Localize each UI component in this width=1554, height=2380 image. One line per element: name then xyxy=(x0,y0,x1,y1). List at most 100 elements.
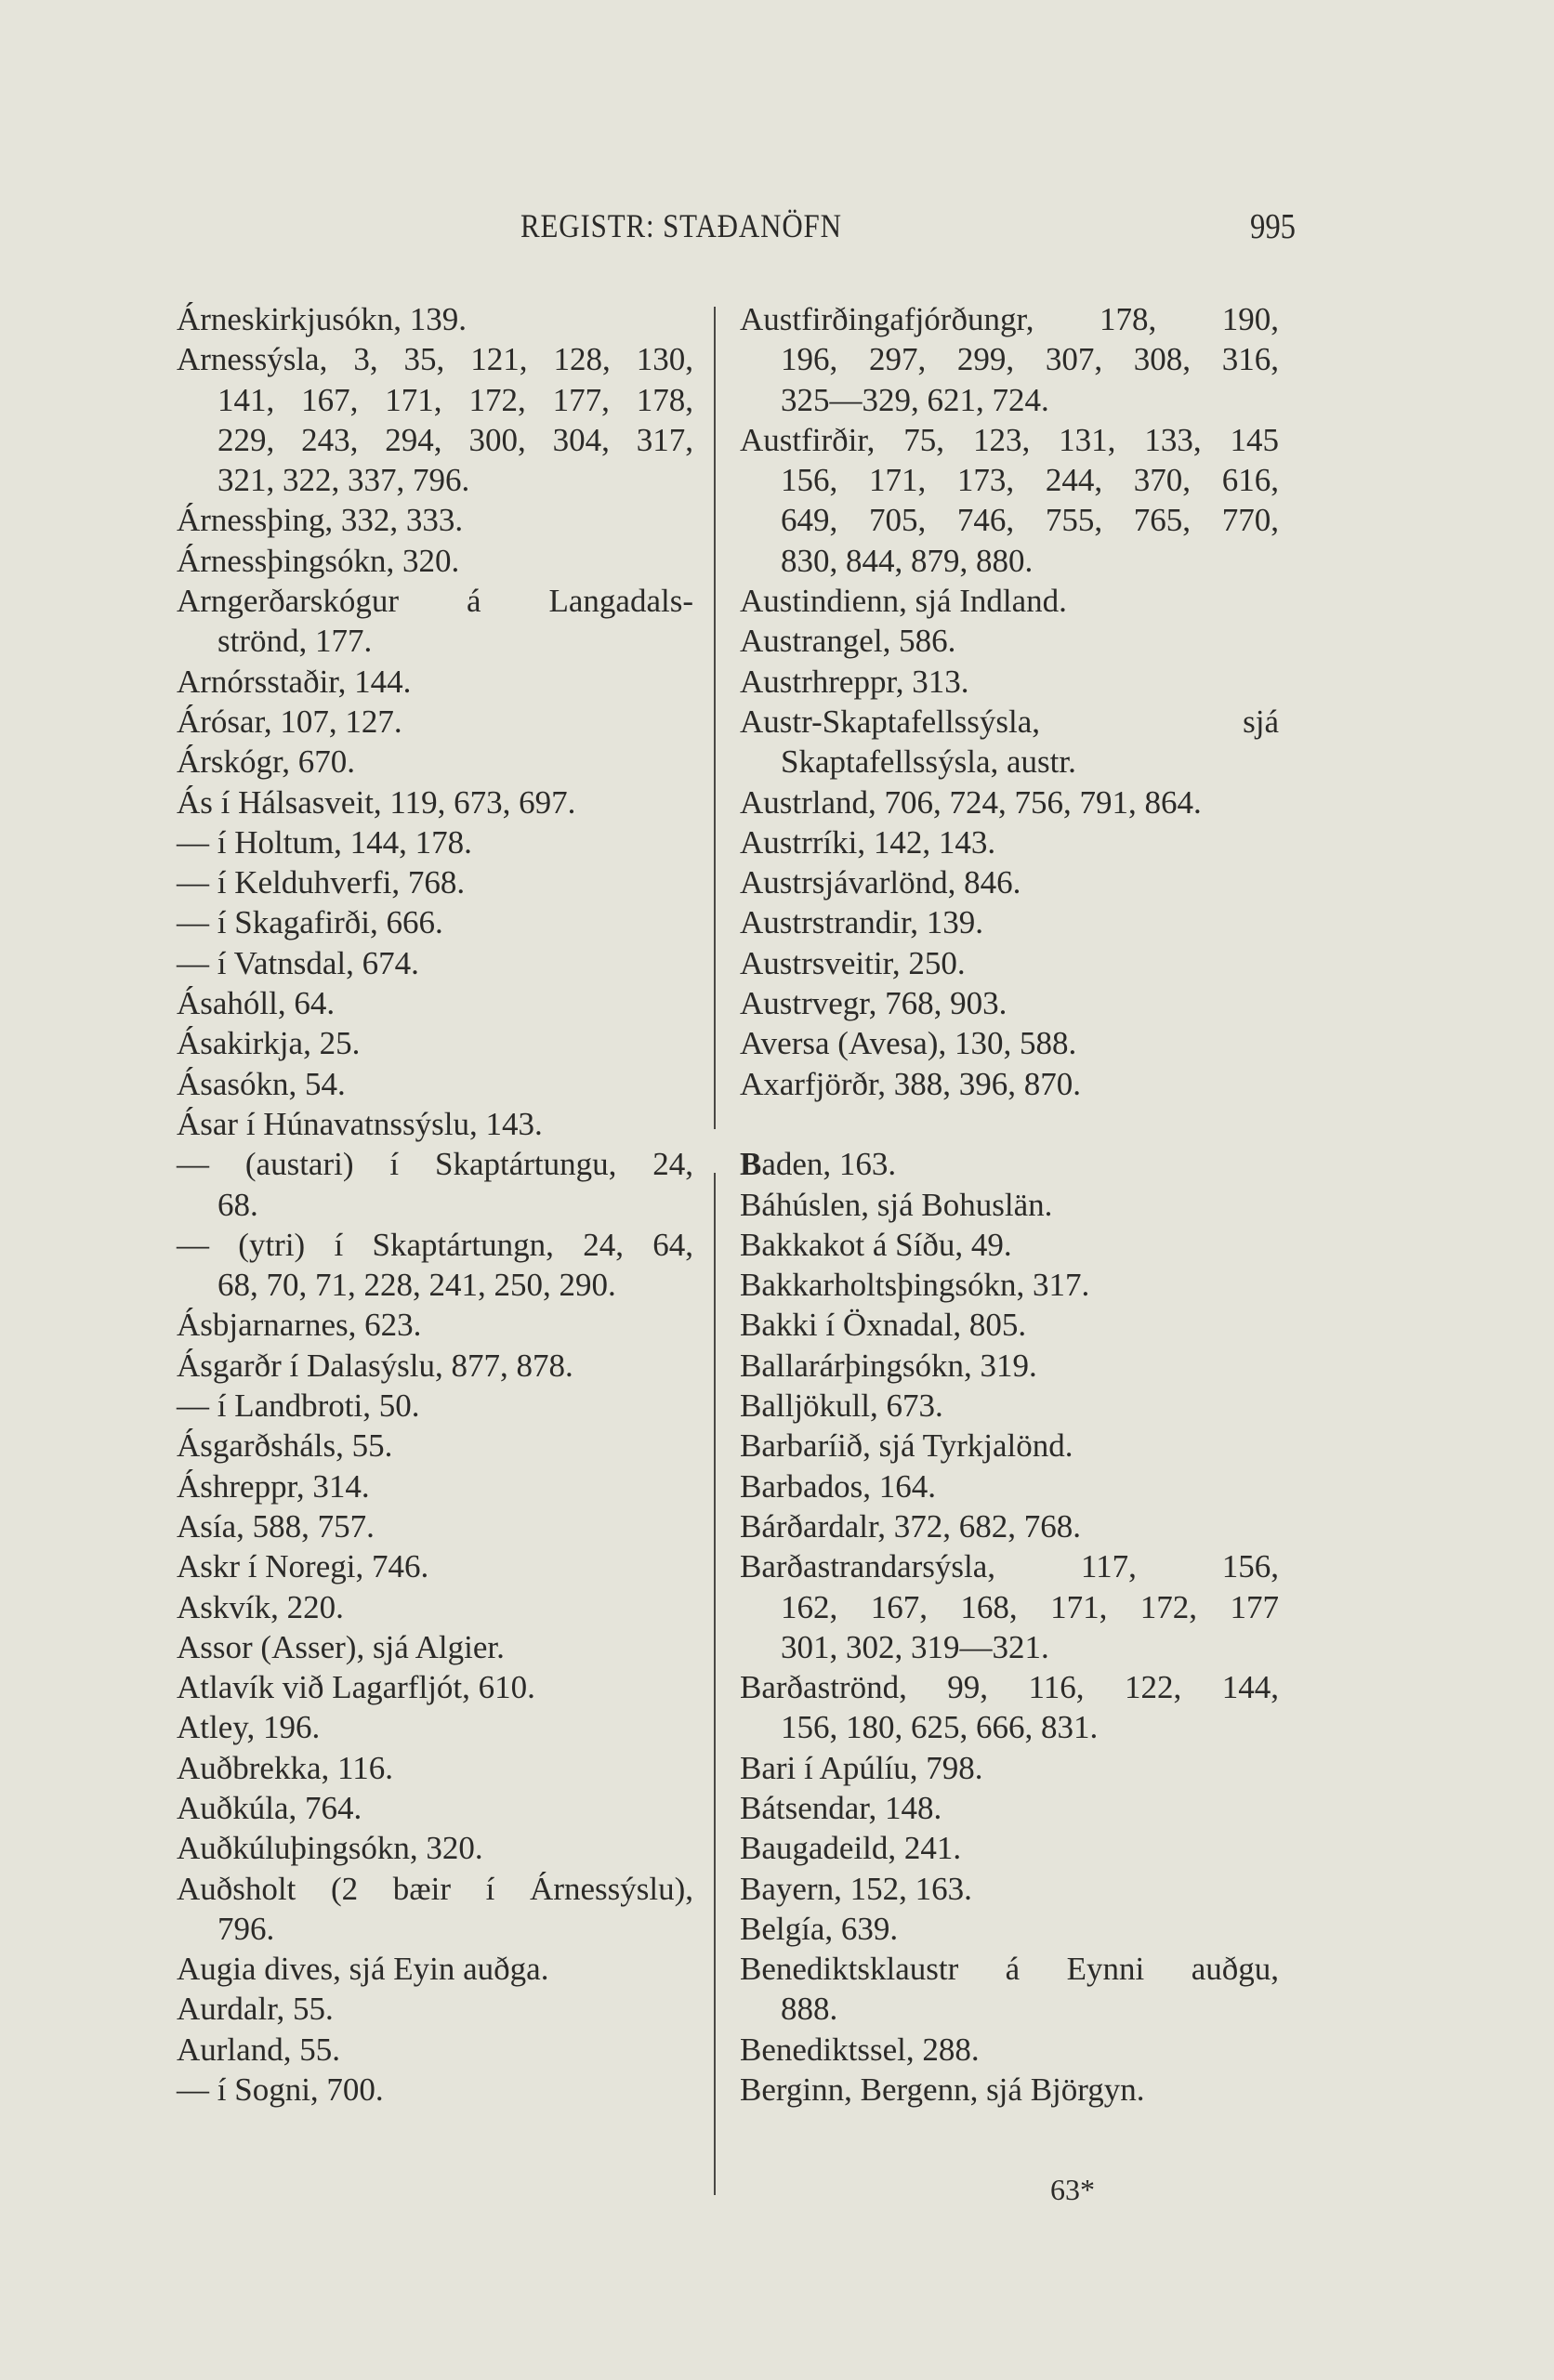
index-entry: Aversa (Avesa), 130, 588. xyxy=(740,1023,1279,1063)
index-entry: Árnessþingsókn, 320. xyxy=(177,541,693,581)
entry-continuation-line: 162, 167, 168, 171, 172, 177 xyxy=(781,1588,1279,1625)
index-entry: Austrsveitir, 250. xyxy=(740,943,1279,983)
running-title: REGISTR: STAÐANÖFN xyxy=(520,207,842,244)
index-entry: Austrríki, 142, 143. xyxy=(740,822,1279,862)
entry-headword-line: Austfirðir, 75, 123, 131, 133, 145 xyxy=(740,421,1279,458)
entry-headword-line: — í Landbroti, 50. xyxy=(177,1387,420,1425)
index-entry: Árskógr, 670. xyxy=(177,742,693,782)
entry-continuation-line: 830, 844, 879, 880. xyxy=(781,542,1034,579)
entry-headword-line: Auðkúluþingsókn, 320. xyxy=(177,1830,483,1867)
index-entry: Bayern, 152, 163. xyxy=(740,1869,1279,1909)
index-entry: Ásakirkja, 25. xyxy=(177,1023,693,1063)
entry-headword-line: Austfirðingafjórðungr, 178, 190, xyxy=(740,301,1279,337)
entry-headword-line: Ásbjarnarnes, 623. xyxy=(177,1307,422,1344)
entry-continuation-line: 888. xyxy=(781,1991,838,2028)
entry-headword-line: Ásakirkja, 25. xyxy=(177,1025,361,1062)
index-entry: Auðkúluþingsókn, 320. xyxy=(177,1828,693,1868)
page-header: REGISTR: STAÐANÖFN 995 xyxy=(0,206,1554,253)
index-entry: Baden, 163. xyxy=(740,1144,1279,1184)
entry-continuation-line: 196, 297, 299, 307, 308, 316, xyxy=(781,341,1279,378)
index-entry: Arnessýsla, 3, 35, 121, 128, 130, 141, 16… xyxy=(177,339,693,500)
entry-headword-line: Aversa (Avesa), 130, 588. xyxy=(740,1025,1077,1062)
entry-headword-line: Arngerðarskógur á Langadals- xyxy=(177,583,693,620)
entry-headword-line: Atlavík við Lagarfljót, 610. xyxy=(177,1669,535,1706)
index-entry: Bari í Apúlíu, 798. xyxy=(740,1748,1279,1788)
index-entry: Bárðardalr, 372, 682, 768. xyxy=(740,1506,1279,1546)
index-entry: Árósar, 107, 127. xyxy=(177,702,693,742)
entry-continuation-line: 649, 705, 746, 755, 765, 770, xyxy=(781,502,1279,539)
entry-headword-line: Austrangel, 586. xyxy=(740,623,956,660)
entry-headword-line: Aurland, 55. xyxy=(177,2031,340,2068)
index-column-right: Austfirðingafjórðungr, 178, 190, 196, 297… xyxy=(740,299,1279,2110)
index-entry: Árnessþing, 332, 333. xyxy=(177,500,693,540)
index-entry: Belgía, 639. xyxy=(740,1909,1279,1949)
entry-headword-line: Auðsholt (2 bæir í Árnessýslu), xyxy=(177,1870,693,1907)
entry-continuation-line: 229, 243, 294, 300, 304, 317, xyxy=(217,421,693,458)
index-entry: Arnórsstaðir, 144. xyxy=(177,662,693,702)
index-entry: Atlavík við Lagarfljót, 610. xyxy=(177,1667,693,1707)
index-entry: Austrhreppr, 313. xyxy=(740,662,1279,702)
index-entry: Aurdalr, 55. xyxy=(177,1989,693,2029)
section-initial: B xyxy=(740,1146,762,1183)
entry-headword-line: Bátsendar, 148. xyxy=(740,1789,942,1826)
entry-headword-line: Ásgarðsháls, 55. xyxy=(177,1427,393,1465)
entry-headword-line: Arnórsstaðir, 144. xyxy=(177,663,412,700)
entry-headword-line: Austrsjávarlönd, 846. xyxy=(740,864,1021,901)
index-entry: Ás í Hálsasveit, 119, 673, 697. xyxy=(177,782,693,822)
section-gap xyxy=(740,1104,1279,1144)
column-divider xyxy=(714,307,716,1129)
entry-continuation-line: 68, 70, 71, 228, 241, 250, 290. xyxy=(217,1267,616,1304)
index-entry: Assor (Asser), sjá Algier. xyxy=(177,1627,693,1667)
entry-headword-line: Aurdalr, 55. xyxy=(177,1991,334,2028)
entry-headword-line: Austrvegr, 768, 903. xyxy=(740,985,1007,1022)
entry-continuation-line: 301, 302, 319—321. xyxy=(781,1628,1049,1665)
entry-continuation-line: 325—329, 621, 724. xyxy=(781,381,1049,418)
index-entry: Bakkarholtsþingsókn, 317. xyxy=(740,1265,1279,1305)
entry-headword-line: — í Holtum, 144, 178. xyxy=(177,823,472,861)
entry-headword-line: Árósar, 107, 127. xyxy=(177,703,402,740)
index-entry: — í Kelduhverfi, 768. xyxy=(177,862,693,902)
entry-continuation-line: 68. xyxy=(217,1186,258,1223)
index-entry: Aurland, 55. xyxy=(177,2030,693,2070)
entry-headword-line: Baden, 163. xyxy=(740,1146,897,1183)
index-entry: — í Vatnsdal, 674. xyxy=(177,943,693,983)
entry-headword-line: — (ytri) í Skaptártungn, 24, 64, xyxy=(177,1226,693,1263)
entry-headword-line: Árskógr, 670. xyxy=(177,743,356,781)
index-entry: Austrstrandir, 139. xyxy=(740,902,1279,942)
entry-continuation-line: 156, 171, 173, 244, 370, 616, xyxy=(781,462,1279,499)
index-entry: — í Skagafirði, 666. xyxy=(177,902,693,942)
index-entry: Askvík, 220. xyxy=(177,1587,693,1627)
entry-headword-line: — í Vatnsdal, 674. xyxy=(177,944,419,981)
index-entry: Auðkúla, 764. xyxy=(177,1788,693,1828)
index-entry: Baugadeild, 241. xyxy=(740,1828,1279,1868)
index-entry: Austindienn, sjá Indland. xyxy=(740,581,1279,621)
index-entry: Asía, 588, 757. xyxy=(177,1506,693,1546)
index-entry: Augia dives, sjá Eyin auðga. xyxy=(177,1949,693,1989)
column-divider xyxy=(714,1173,716,2195)
entry-headword-line: Auðbrekka, 116. xyxy=(177,1749,393,1786)
entry-headword-line: Ás í Hálsasveit, 119, 673, 697. xyxy=(177,783,576,821)
index-entry: Árneskirkjusókn, 139. xyxy=(177,299,693,339)
entry-headword-line: — (austari) í Skaptártungu, 24, xyxy=(177,1146,693,1183)
index-entry: Báhúslen, sjá Bohuslän. xyxy=(740,1185,1279,1225)
index-entry: Atley, 196. xyxy=(177,1707,693,1747)
entry-headword-line: Atley, 196. xyxy=(177,1709,321,1746)
entry-headword-line: Árneskirkjusókn, 139. xyxy=(177,301,468,337)
entry-headword-line: Axarfjörðr, 388, 396, 870. xyxy=(740,1065,1082,1102)
index-entry: Benediktsklaustr á Eynni auðgu, 888. xyxy=(740,1949,1279,2030)
index-entry: Barðaströnd, 99, 116, 122, 144, 156, 180,… xyxy=(740,1667,1279,1748)
entry-headword-line: Ásahóll, 64. xyxy=(177,985,336,1022)
entry-headword-line: Askvík, 220. xyxy=(177,1588,344,1625)
entry-headword-line: Arnessýsla, 3, 35, 121, 128, 130, xyxy=(177,341,693,378)
entry-continuation-line: 321, 322, 337, 796. xyxy=(217,462,470,499)
index-entry: Arngerðarskógur á Langadals-strönd, 177. xyxy=(177,581,693,662)
index-entry: Áshreppr, 314. xyxy=(177,1466,693,1506)
index-entry: — í Landbroti, 50. xyxy=(177,1386,693,1426)
entry-continuation-line: Skaptafellssýsla, austr. xyxy=(781,743,1076,781)
index-entry: — í Sogni, 700. xyxy=(177,2070,693,2110)
index-entry: Barbaríið, sjá Tyrkjalönd. xyxy=(740,1426,1279,1466)
page-number: 995 xyxy=(1250,207,1297,246)
entry-headword-line: Bakkakot á Síðu, 49. xyxy=(740,1226,1012,1263)
entry-headword-line: Baugadeild, 241. xyxy=(740,1830,962,1867)
entry-headword-line: Augia dives, sjá Eyin auðga. xyxy=(177,1951,549,1988)
